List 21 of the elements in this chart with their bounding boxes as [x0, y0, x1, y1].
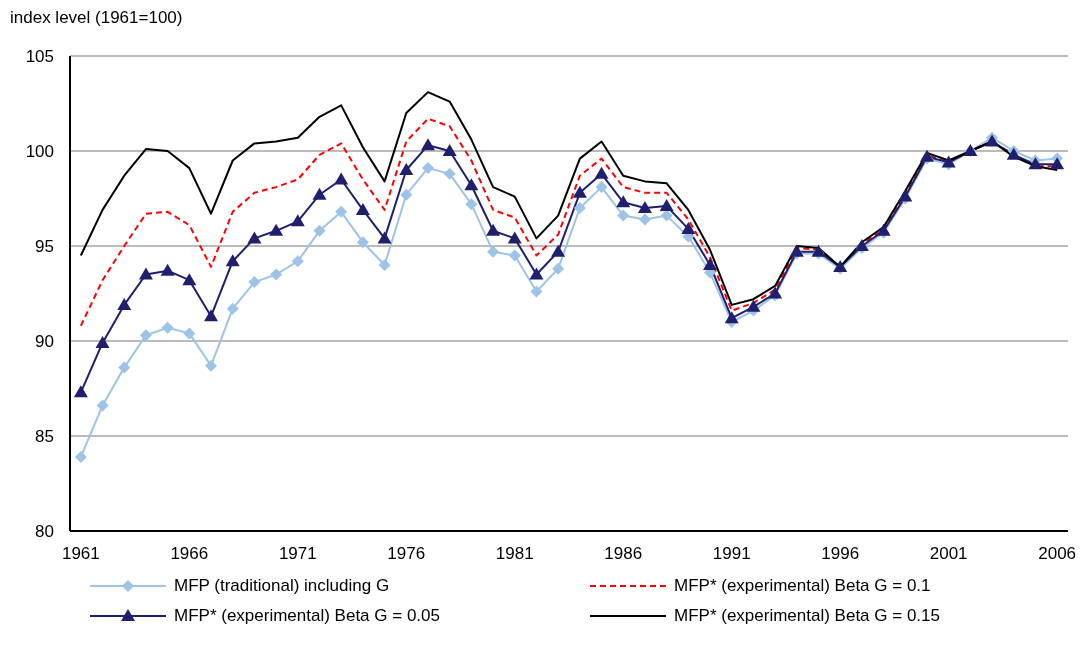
x-tick-label: 1981	[495, 544, 534, 564]
legend-label: MFP (traditional) including G	[174, 576, 390, 596]
x-tick-label: 1976	[387, 544, 426, 564]
x-tick-label: 1966	[170, 544, 209, 564]
y-tick-label: 80	[35, 522, 54, 542]
y-axis-title: index level (1961=100)	[10, 8, 184, 29]
y-tick-label: 85	[35, 427, 54, 447]
y-tick-label: 100	[25, 142, 54, 162]
x-tick-label: 2001	[929, 544, 968, 564]
x-tick-label: 1996	[821, 544, 860, 564]
x-tick-label: 1961	[61, 544, 100, 564]
y-tick-label: 90	[35, 332, 54, 352]
legend-label: MFP* (experimental) Beta G = 0.1	[674, 576, 931, 596]
legend-label: MFP* (experimental) Beta G = 0.05	[174, 606, 440, 626]
x-tick-label: 2006	[1038, 544, 1077, 564]
x-tick-label: 1991	[712, 544, 751, 564]
y-tick-label: 95	[35, 237, 54, 257]
legend-label: MFP* (experimental) Beta G = 0.15	[674, 606, 940, 626]
y-tick-label: 105	[25, 47, 54, 67]
x-tick-label: 1986	[604, 544, 643, 564]
x-tick-label: 1971	[278, 544, 317, 564]
